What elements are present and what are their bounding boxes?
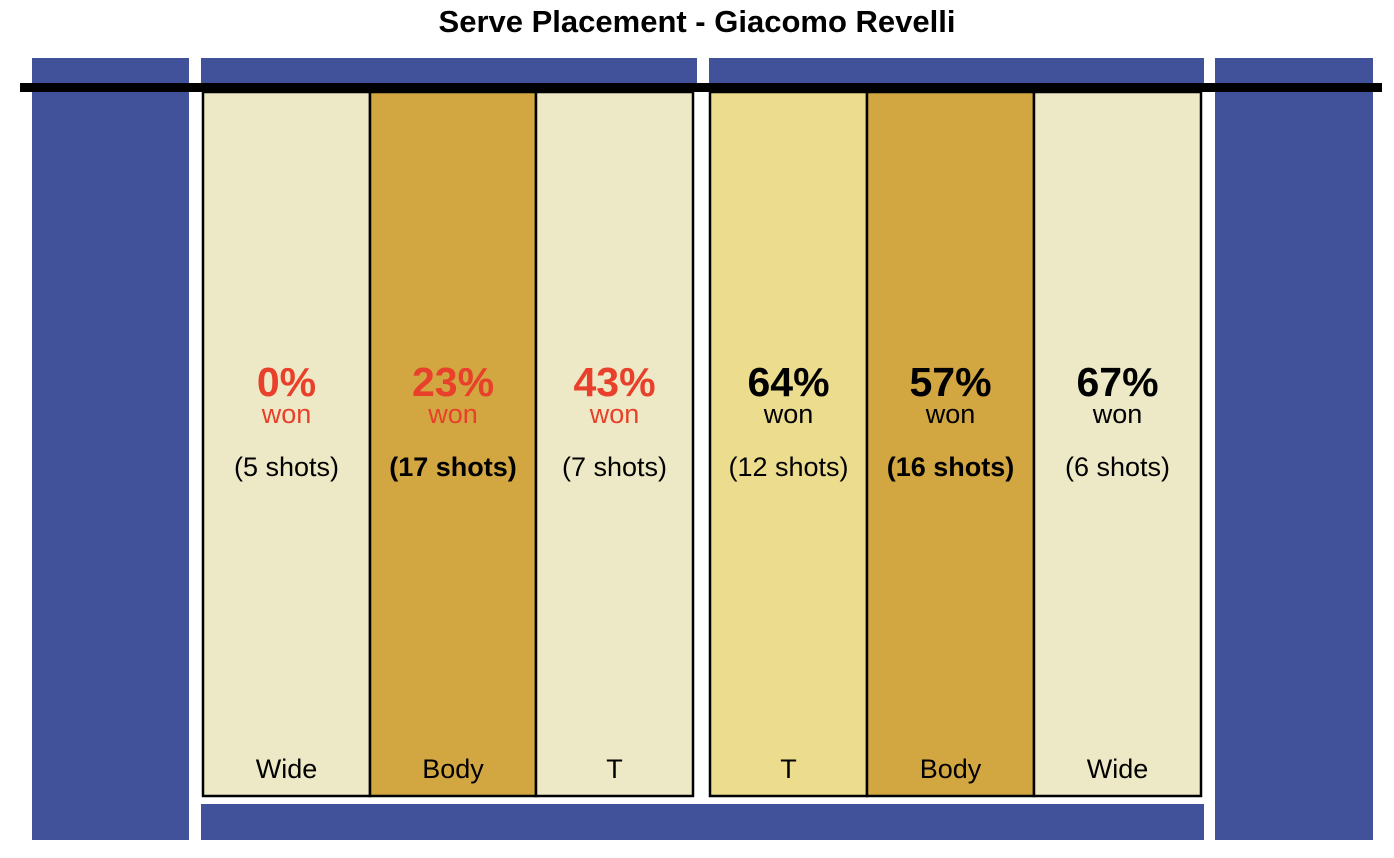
zone-right-body: [865, 90, 1036, 798]
zone-win-percent: 43%: [573, 359, 655, 405]
zone-shot-count: (5 shots): [234, 452, 339, 482]
zone-won-label: won: [427, 399, 478, 429]
court-baseline: [201, 804, 1204, 840]
chart-title: Serve Placement - Giacomo Revelli: [438, 4, 956, 39]
zone-won-label: won: [261, 399, 312, 429]
zone-win-percent: 23%: [412, 359, 494, 405]
zone-win-percent: 64%: [747, 359, 829, 405]
zone-won-label: won: [925, 399, 976, 429]
zone-win-percent: 0%: [257, 359, 316, 405]
zone-won-label: won: [763, 399, 814, 429]
zone-placement-label: Body: [422, 754, 484, 784]
zone-right-wide: [1032, 90, 1203, 798]
zone-shot-count: (16 shots): [887, 452, 1015, 482]
zone-shot-count: (17 shots): [389, 452, 517, 482]
zone-placement-label: T: [780, 754, 797, 784]
zone-placement-label: Wide: [1087, 754, 1149, 784]
net-line: [20, 83, 1382, 92]
zone-won-label: won: [589, 399, 640, 429]
zone-shot-count: (7 shots): [562, 452, 667, 482]
zone-won-label: won: [1092, 399, 1143, 429]
zone-left-wide: [201, 90, 372, 798]
zone-placement-label: Wide: [256, 754, 318, 784]
court-alley-right: [1215, 58, 1373, 840]
zone-left-t: [534, 90, 695, 798]
zone-placement-label: T: [606, 754, 623, 784]
zone-shot-count: (6 shots): [1065, 452, 1170, 482]
zone-right-t: [708, 90, 869, 798]
court-alley-left: [32, 58, 189, 840]
zone-win-percent: 67%: [1076, 359, 1158, 405]
zone-shot-count: (12 shots): [728, 452, 848, 482]
zone-win-percent: 57%: [909, 359, 991, 405]
zone-placement-label: Body: [920, 754, 982, 784]
zone-left-body: [368, 90, 538, 798]
